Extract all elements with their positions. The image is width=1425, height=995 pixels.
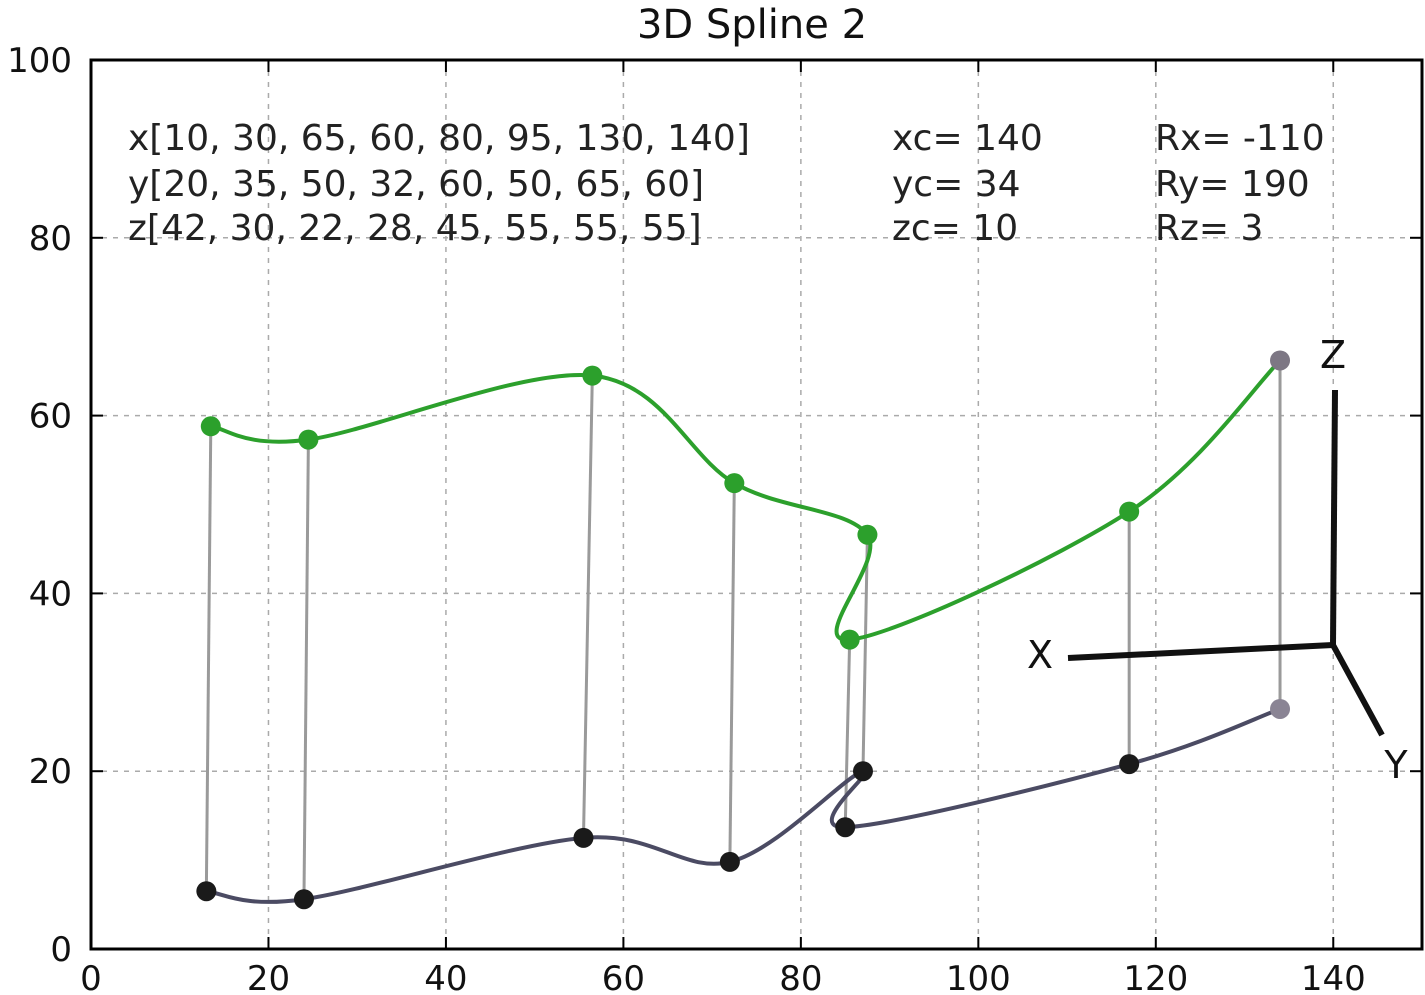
annotation-z-values: z[42, 30, 22, 28, 45, 55, 55, 55] xyxy=(128,208,702,249)
axis-glyph-y-label: Y xyxy=(1383,743,1408,787)
y-tick-label: 0 xyxy=(50,930,72,970)
data-point-lower xyxy=(196,881,217,902)
y-tick-label: 80 xyxy=(29,219,72,259)
x-tick-label: 0 xyxy=(80,959,102,995)
x-tick-label: 40 xyxy=(424,959,467,995)
drop-line xyxy=(861,534,869,772)
data-point-upper xyxy=(582,365,603,386)
data-point-upper xyxy=(857,524,878,545)
x-tick-label: 140 xyxy=(1301,959,1366,995)
y-tick-label: 40 xyxy=(29,574,72,614)
data-point-upper xyxy=(1270,350,1291,371)
y-tick-label: 20 xyxy=(29,752,72,792)
x-tick-label: 20 xyxy=(247,959,290,995)
drop-line xyxy=(204,426,213,892)
plot-frame xyxy=(89,58,1424,951)
annotation-rz: Rz= 3 xyxy=(1155,208,1263,249)
x-tick-label: 80 xyxy=(779,959,822,995)
data-point-lower xyxy=(1270,698,1291,719)
data-point-upper xyxy=(1119,501,1140,522)
axis-glyph-x-line xyxy=(1067,642,1334,661)
drop-line xyxy=(728,483,736,862)
data-point-lower xyxy=(1119,754,1140,775)
annotation-xc: xc= 140 xyxy=(892,118,1043,159)
x-tick-label: 120 xyxy=(1123,959,1188,995)
data-point-lower xyxy=(835,817,856,838)
annotation-rx: Rx= -110 xyxy=(1155,118,1325,159)
data-point-lower xyxy=(852,761,873,782)
markers xyxy=(196,350,1291,910)
axis-glyph-z-label: Z xyxy=(1320,333,1346,377)
drop-lines xyxy=(204,360,1282,900)
series-line-lower xyxy=(204,706,1283,904)
data-point-lower xyxy=(573,827,594,848)
x-tick-label: 60 xyxy=(602,959,645,995)
y-axis-ticks: 0 20 40 60 80 100 xyxy=(7,41,1422,970)
data-point-lower xyxy=(293,889,314,910)
axis-glyph-z-line xyxy=(1330,389,1338,646)
chart-title: 3D Spline 2 xyxy=(637,2,867,48)
annotation-ry: Ry= 190 xyxy=(1155,164,1310,205)
data-point-lower xyxy=(719,851,740,872)
annotation-yc: yc= 34 xyxy=(892,164,1021,205)
data-point-upper xyxy=(200,416,221,437)
y-tick-label: 60 xyxy=(29,397,72,437)
x-axis-ticks: 0 20 40 60 80 100 120 140 xyxy=(80,60,1366,995)
series xyxy=(204,358,1283,904)
series-line-upper xyxy=(208,358,1283,642)
axis-glyph-x-label: X xyxy=(1027,633,1053,677)
data-point-upper xyxy=(298,429,319,450)
data-point-upper xyxy=(724,473,745,494)
data-point-upper xyxy=(839,629,860,650)
annotation-x-values: x[10, 30, 65, 60, 80, 95, 130, 140] xyxy=(128,118,750,159)
drop-line xyxy=(302,439,310,900)
x-tick-label: 100 xyxy=(946,959,1011,995)
drop-line xyxy=(581,375,594,838)
axis-glyph-y-line xyxy=(1330,643,1385,737)
annotations: x[10, 30, 65, 60, 80, 95, 130, 140] y[20… xyxy=(128,118,1325,249)
annotation-zc: zc= 10 xyxy=(892,208,1018,249)
axes-glyph: X Z Y xyxy=(1027,333,1408,787)
annotation-y-values: y[20, 35, 50, 32, 60, 50, 65, 60] xyxy=(128,164,704,205)
y-tick-label: 100 xyxy=(7,41,72,81)
